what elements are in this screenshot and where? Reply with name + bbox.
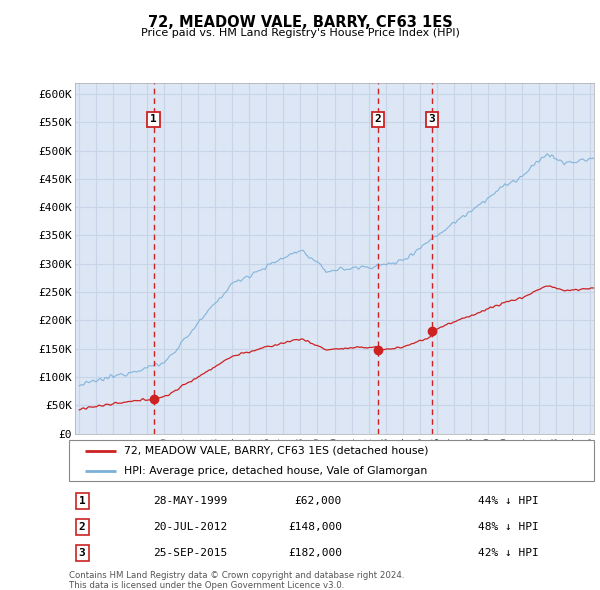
Text: 1: 1	[79, 496, 86, 506]
Text: Price paid vs. HM Land Registry's House Price Index (HPI): Price paid vs. HM Land Registry's House …	[140, 28, 460, 38]
Text: 3: 3	[79, 548, 86, 558]
Text: £148,000: £148,000	[288, 522, 342, 532]
Text: 2: 2	[79, 522, 86, 532]
Text: 42% ↓ HPI: 42% ↓ HPI	[479, 548, 539, 558]
Text: 72, MEADOW VALE, BARRY, CF63 1ES: 72, MEADOW VALE, BARRY, CF63 1ES	[148, 15, 452, 30]
Text: HPI: Average price, detached house, Vale of Glamorgan: HPI: Average price, detached house, Vale…	[124, 466, 427, 476]
Text: 28-MAY-1999: 28-MAY-1999	[153, 496, 227, 506]
Text: 2: 2	[374, 114, 381, 124]
FancyBboxPatch shape	[69, 440, 594, 481]
Text: 72, MEADOW VALE, BARRY, CF63 1ES (detached house): 72, MEADOW VALE, BARRY, CF63 1ES (detach…	[124, 445, 428, 455]
Text: £62,000: £62,000	[295, 496, 342, 506]
Text: 48% ↓ HPI: 48% ↓ HPI	[479, 522, 539, 532]
Text: £182,000: £182,000	[288, 548, 342, 558]
Text: 20-JUL-2012: 20-JUL-2012	[153, 522, 227, 532]
Text: 3: 3	[428, 114, 436, 124]
Text: Contains HM Land Registry data © Crown copyright and database right 2024.
This d: Contains HM Land Registry data © Crown c…	[69, 571, 404, 590]
Text: 44% ↓ HPI: 44% ↓ HPI	[479, 496, 539, 506]
Text: 25-SEP-2015: 25-SEP-2015	[153, 548, 227, 558]
Text: 1: 1	[150, 114, 157, 124]
